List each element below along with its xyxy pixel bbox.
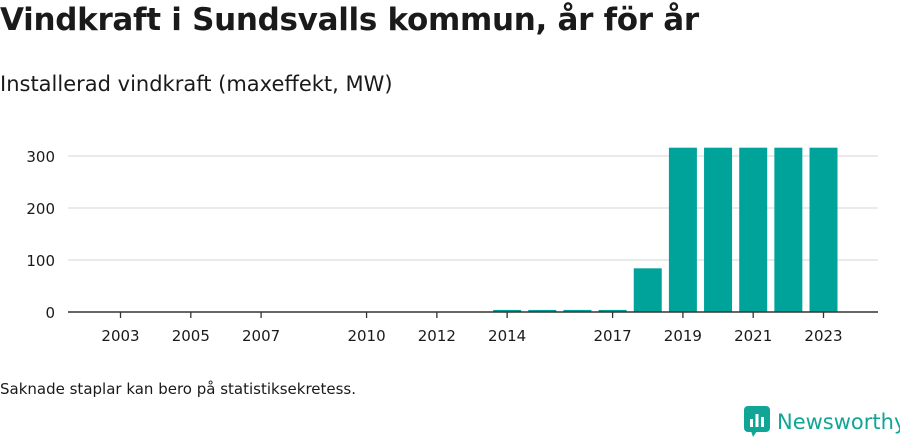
y-tick-label: 0 bbox=[45, 304, 55, 322]
x-tick-label: 2017 bbox=[594, 327, 632, 345]
bar bbox=[739, 147, 768, 312]
x-tick-label: 2003 bbox=[101, 327, 139, 345]
brand-name: Newsworthy bbox=[777, 410, 900, 434]
bar bbox=[633, 268, 662, 312]
chart-subtitle: Installerad vindkraft (maxeffekt, MW) bbox=[0, 72, 393, 96]
y-tick-label: 200 bbox=[26, 200, 55, 218]
y-axis-ticks: 0 100 200 300 bbox=[26, 148, 55, 322]
chart-title: Vindkraft i Sundsvalls kommun, år för år bbox=[0, 2, 699, 38]
bar bbox=[774, 147, 803, 312]
x-tick-label: 2005 bbox=[172, 327, 210, 345]
y-tick-label: 300 bbox=[26, 148, 55, 166]
bar bbox=[563, 309, 592, 312]
x-tick-label: 2012 bbox=[418, 327, 456, 345]
bar bbox=[598, 309, 627, 312]
bar bbox=[668, 147, 697, 312]
x-axis-ticks: 2003 2005 2007 2010 2012 2014 2017 2019 2021 2023 bbox=[101, 312, 843, 345]
footnote: Saknade staplar kan bero på statistiksek… bbox=[0, 380, 357, 398]
x-tick-label: 2019 bbox=[664, 327, 702, 345]
x-tick-label: 2021 bbox=[734, 327, 772, 345]
brand-logo[interactable]: Newsworthy bbox=[744, 404, 900, 440]
newsworthy-logo-icon bbox=[744, 406, 770, 437]
x-tick-label: 2014 bbox=[488, 327, 526, 345]
bars bbox=[493, 147, 838, 312]
bar bbox=[528, 309, 557, 312]
x-tick-label: 2010 bbox=[347, 327, 385, 345]
x-tick-label: 2023 bbox=[804, 327, 842, 345]
bar bbox=[493, 309, 522, 312]
x-tick-label: 2007 bbox=[242, 327, 280, 345]
bar bbox=[704, 147, 733, 312]
bar bbox=[809, 147, 838, 312]
y-tick-label: 100 bbox=[26, 252, 55, 270]
